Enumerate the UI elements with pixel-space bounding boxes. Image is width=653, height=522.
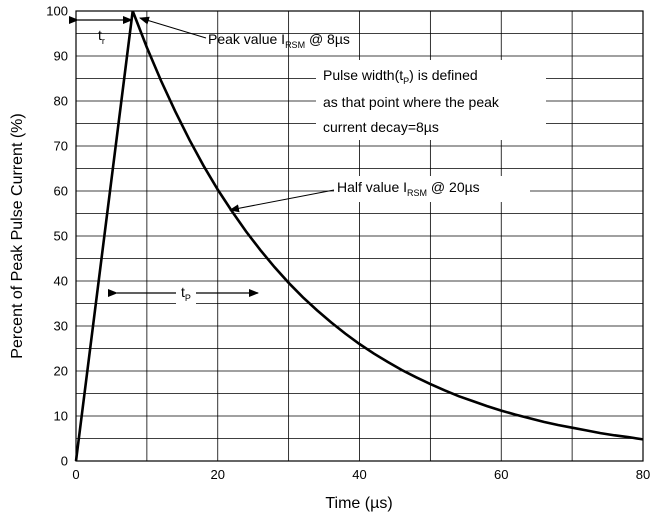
half-arrow [229, 189, 335, 213]
x-tick-label: 40 [352, 467, 366, 482]
pulse-width-line3: current decay=8µs [323, 119, 439, 135]
pulse-width-box [316, 60, 546, 140]
tp-label-bg [176, 282, 196, 306]
pulse-curve [74, 10, 644, 462]
y-axis-label: Percent of Peak Pulse Current (%) [9, 113, 26, 358]
x-tick-label: 80 [636, 467, 650, 482]
y-tick-label: 70 [54, 139, 68, 154]
x-tick-label: 0 [72, 467, 79, 482]
y-tick-label: 10 [54, 409, 68, 424]
x-tick-label: 20 [211, 467, 225, 482]
plot-frame [75, 10, 644, 462]
y-tick-label: 30 [54, 319, 68, 334]
y-tick-label: 40 [54, 274, 68, 289]
x-tick-label: 60 [494, 467, 508, 482]
x-axis-label: Time (µs) [325, 495, 392, 512]
tick-labels: 0 10 20 30 40 50 60 70 80 90 100 0 20 40 60 80 [46, 4, 650, 483]
tp-label: tP [181, 284, 191, 303]
half-label: Half value IRSM @ 20µs [337, 179, 480, 198]
y-tick-label: 90 [54, 49, 68, 64]
pulse-width-line1: Pulse width(tP) is defined [323, 67, 478, 86]
y-tick-label: 60 [54, 184, 68, 199]
pulse-width-line2: as that point where the peak [323, 94, 500, 110]
y-tick-label: 80 [54, 94, 68, 109]
y-tick-label: 50 [54, 229, 68, 244]
y-tick-label: 20 [54, 364, 68, 379]
peak-arrow [139, 16, 207, 39]
y-tick-label: 100 [46, 4, 68, 19]
half-label-bg [334, 176, 530, 202]
peak-label: Peak value IRSM @ 8µs [208, 31, 350, 50]
y-tick-label: 0 [61, 454, 68, 469]
tr-label: tr [98, 27, 105, 46]
